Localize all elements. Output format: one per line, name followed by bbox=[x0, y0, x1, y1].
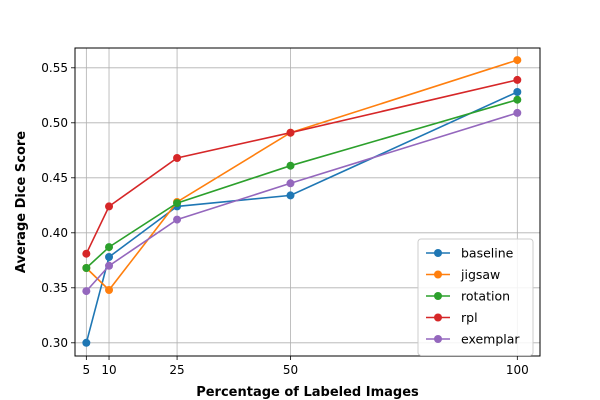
y-tick-label: 0.40 bbox=[41, 226, 68, 240]
data-point-rotation bbox=[173, 199, 182, 208]
x-axis-label: Percentage of Labeled Images bbox=[196, 385, 419, 400]
legend-label: rotation bbox=[461, 289, 510, 304]
data-point-baseline bbox=[105, 253, 114, 261]
x-tick-label: 50 bbox=[283, 363, 298, 377]
y-tick-label: 0.30 bbox=[41, 336, 68, 350]
y-tick-label: 0.50 bbox=[41, 116, 68, 130]
data-point-baseline bbox=[286, 191, 295, 200]
series-line-rpl bbox=[85, 79, 518, 255]
data-point-rpl bbox=[286, 128, 295, 137]
data-point-exemplar bbox=[513, 108, 522, 117]
data-point-jigsaw bbox=[513, 56, 522, 65]
legend-item-exemplar: exemplar bbox=[426, 332, 520, 347]
y-axis-label: Average Dice Score bbox=[14, 131, 29, 273]
legend-label: exemplar bbox=[461, 332, 520, 347]
series-rpl bbox=[82, 75, 522, 258]
series-layer bbox=[82, 56, 522, 347]
legend-item-rotation: rotation bbox=[426, 289, 510, 304]
legend-marker bbox=[434, 313, 442, 322]
data-point-rotation bbox=[286, 161, 295, 170]
data-point-rotation bbox=[82, 264, 91, 272]
legend: baseline jigsaw rotation rpl exemplar bbox=[417, 238, 534, 356]
legend-label: jigsaw bbox=[460, 267, 500, 282]
x-tick-label: 100 bbox=[506, 363, 529, 377]
legend-marker bbox=[434, 249, 442, 257]
legend-marker bbox=[434, 270, 442, 279]
legend-box bbox=[417, 238, 534, 356]
legend-label: rpl bbox=[461, 310, 478, 325]
y-tick-label: 0.55 bbox=[41, 61, 68, 75]
ticks: 5 10 25 50 100 0.30 0.35 0.40 0.45 0.50 0.55 bbox=[41, 61, 528, 377]
x-tick-label: 25 bbox=[169, 363, 184, 377]
data-point-exemplar bbox=[105, 261, 114, 270]
legend-item-baseline: baseline bbox=[426, 246, 514, 261]
data-point-exemplar bbox=[82, 287, 91, 296]
plot-frame bbox=[74, 47, 541, 357]
x-tick-label: 5 bbox=[83, 363, 91, 377]
data-point-rpl bbox=[105, 202, 114, 211]
legend-marker bbox=[434, 292, 442, 300]
legend-marker bbox=[434, 335, 442, 343]
legend-item-jigsaw: jigsaw bbox=[426, 267, 500, 282]
data-point-exemplar bbox=[173, 215, 182, 224]
x-tick-label: 10 bbox=[101, 363, 116, 377]
data-point-baseline bbox=[513, 88, 522, 96]
data-point-rpl bbox=[513, 75, 522, 84]
data-point-baseline bbox=[82, 338, 91, 347]
series-exemplar bbox=[82, 108, 522, 296]
data-point-rpl bbox=[82, 249, 91, 258]
series-rotation bbox=[82, 95, 522, 272]
data-point-jigsaw bbox=[105, 286, 114, 294]
legend-item-rpl: rpl bbox=[426, 310, 478, 325]
data-point-rotation bbox=[513, 95, 522, 104]
data-point-rotation bbox=[105, 243, 114, 252]
legend-label: baseline bbox=[461, 246, 514, 261]
y-tick-label: 0.45 bbox=[41, 171, 68, 185]
data-point-exemplar bbox=[286, 179, 295, 188]
data-point-rpl bbox=[173, 154, 182, 162]
y-tick-label: 0.35 bbox=[41, 281, 68, 295]
